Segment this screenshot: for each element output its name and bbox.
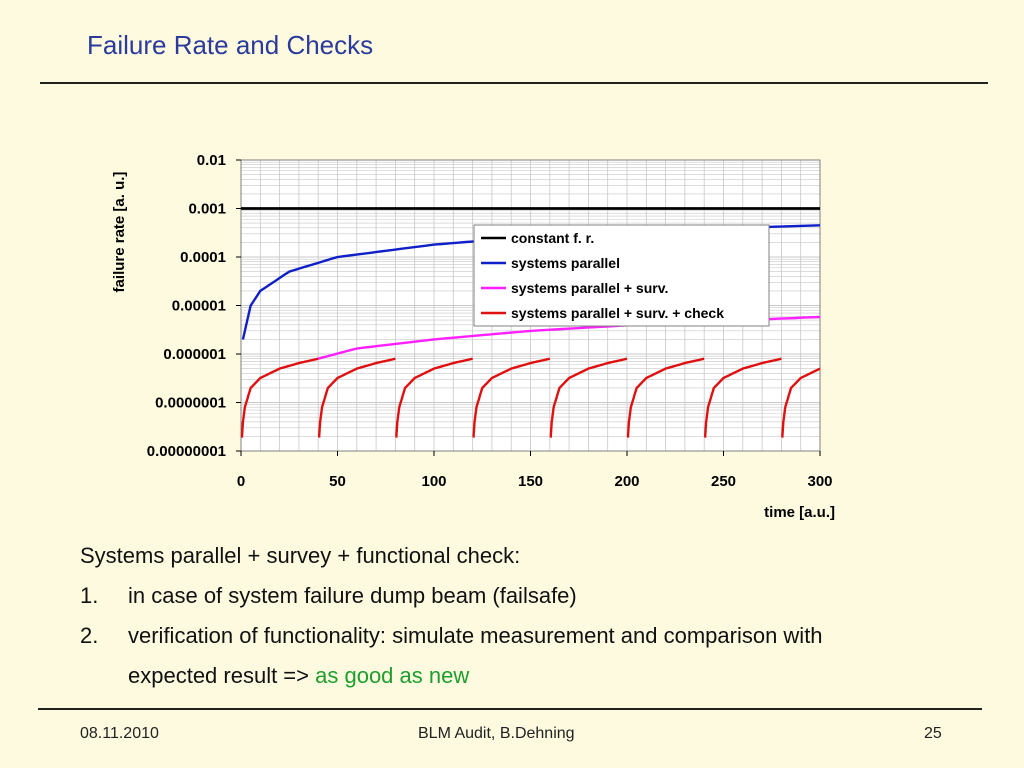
y-tick-label: 0.000001 xyxy=(163,346,226,363)
list-number: 2. xyxy=(80,623,99,648)
series-line-check-cycle xyxy=(704,357,782,438)
footer-date: 08.11.2010 xyxy=(80,725,159,742)
failure-rate-chart: 0 50 100 150 200 250 300 0.00000001 0.0000001 0.0… xyxy=(111,152,835,521)
highlight-text: as good as new xyxy=(315,663,470,688)
series-line-check-cycle xyxy=(549,357,628,438)
list-continuation: expected result => as good as new xyxy=(80,656,980,696)
bottom-divider xyxy=(38,708,982,710)
y-tick-label: 0.00001 xyxy=(172,298,226,315)
list-item: 1. in case of system failure dump beam (… xyxy=(80,576,980,616)
footer-page-number: 25 xyxy=(924,725,942,742)
list-number: 1. xyxy=(80,583,99,608)
series-line-check-cycle xyxy=(318,357,396,438)
x-tick-label: 0 xyxy=(237,473,245,490)
x-tick-label: 50 xyxy=(329,473,346,490)
x-tick-label: 300 xyxy=(807,473,832,490)
y-tick-label: 0.00000001 xyxy=(147,443,226,460)
y-tick-label: 0.001 xyxy=(188,201,226,218)
legend-label: systems parallel xyxy=(511,255,620,271)
series-line-check-cycle xyxy=(240,357,319,438)
x-axis-label: time [a.u.] xyxy=(764,504,835,521)
y-tick-label: 0.0001 xyxy=(180,249,226,266)
legend-label: systems parallel + surv. xyxy=(511,280,668,296)
y-tick-label: 0.0000001 xyxy=(155,395,226,412)
slide-title: Failure Rate and Checks xyxy=(87,30,374,60)
x-tick-label: 200 xyxy=(614,473,639,490)
legend-label: constant f. r. xyxy=(511,230,594,246)
top-divider xyxy=(40,82,988,84)
series-line-check-cycle xyxy=(395,357,473,438)
slide-body: Systems parallel + survey + functional c… xyxy=(80,536,980,696)
body-heading: Systems parallel + survey + functional c… xyxy=(80,543,521,568)
legend-label: systems parallel + surv. + check xyxy=(511,305,724,321)
series-line-check-cycle xyxy=(626,357,705,438)
y-axis-label: failure rate [a. u.] xyxy=(111,172,128,293)
list-continuation-text: expected result => xyxy=(128,663,316,688)
x-tick-label: 150 xyxy=(518,473,543,490)
series-line-check-cycle xyxy=(472,357,551,438)
legend-box xyxy=(473,224,770,327)
footer-center: BLM Audit, B.Dehning xyxy=(418,725,575,742)
list-text: verification of functionality: simulate … xyxy=(128,623,823,648)
list-text: in case of system failure dump beam (fai… xyxy=(128,583,577,608)
y-tick-label: 0.01 xyxy=(197,152,226,169)
list-item: 2. verification of functionality: simula… xyxy=(80,616,980,656)
series-line-check-cycle xyxy=(781,367,821,438)
x-tick-label: 250 xyxy=(711,473,736,490)
chart-container: 0 50 100 150 200 250 300 0.00000001 0.0000001 0.0… xyxy=(111,152,835,521)
x-tick-label: 100 xyxy=(421,473,446,490)
